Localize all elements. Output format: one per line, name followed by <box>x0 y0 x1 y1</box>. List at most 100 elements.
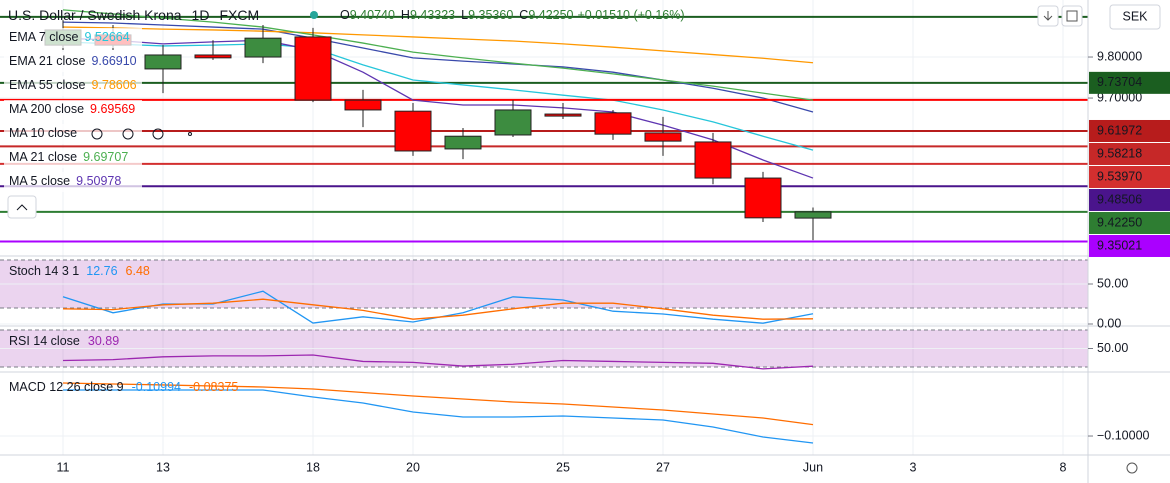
price-tag-label: 9.42250 <box>1097 215 1142 229</box>
ohlc-value: 9.43323 <box>410 8 455 22</box>
status-dot <box>310 11 318 19</box>
remove-icon <box>152 128 164 140</box>
candle-body <box>444 135 482 150</box>
ohlc-label: C <box>519 8 528 22</box>
x-tick-label: 18 <box>306 460 320 474</box>
exchange: FXCM <box>219 7 259 23</box>
legend-bg <box>4 76 142 96</box>
line <box>62 382 814 426</box>
x-tick-label: 8 <box>1060 460 1067 474</box>
fullscreen-icon <box>1066 10 1078 22</box>
legend-value: 9.69707 <box>83 150 128 164</box>
legend-value: 6.48 <box>126 264 150 278</box>
price-tag <box>1089 71 1170 94</box>
legend-name: MA 21 close <box>9 150 77 164</box>
price-tag <box>1089 188 1170 211</box>
legend-value: 9.52664 <box>84 30 129 44</box>
x-tick-label: 25 <box>556 460 570 474</box>
candle-body <box>594 112 632 135</box>
collapse-button[interactable] <box>7 195 37 219</box>
candle-body <box>144 54 182 70</box>
candle-body <box>294 36 332 101</box>
candle-body <box>344 99 382 111</box>
price-tag-label: 9.35021 <box>1097 238 1142 252</box>
symbol: U.S. Dollar / Swedish Krona <box>8 7 182 23</box>
ohlc-value: 9.40740 <box>350 8 395 22</box>
line <box>62 37 814 179</box>
price-tag-label: 9.73704 <box>1097 75 1142 89</box>
candle-body <box>194 54 232 59</box>
legend-value: 9.50978 <box>76 174 121 188</box>
price-tag <box>1089 211 1170 234</box>
x-tick-label: 3 <box>910 460 917 474</box>
legend-bg <box>4 148 142 168</box>
legend-name: EMA 55 close <box>9 78 85 92</box>
legend-bg <box>4 52 142 72</box>
line <box>62 9 814 101</box>
legend-entry: EMA 55 close 9.78606 <box>9 78 137 92</box>
fullscreen-button[interactable] <box>1061 5 1083 27</box>
ohlc-label: H <box>401 8 410 22</box>
candle-body <box>494 109 532 136</box>
line <box>62 354 814 370</box>
header: U.S. Dollar / Swedish Krona 1D FXCM <box>8 7 259 23</box>
currency: SEK <box>1122 9 1148 23</box>
ohlc-label: L <box>461 8 468 22</box>
line <box>62 298 814 320</box>
price-tag-label: 9.53970 <box>1097 169 1142 183</box>
line <box>63 389 814 444</box>
price-tag <box>1089 119 1170 142</box>
y-tick-label: 9.80000 <box>1097 49 1142 63</box>
x-tick-label: 11 <box>57 460 70 474</box>
legend-entry: MA 21 close 9.69707 <box>9 150 128 164</box>
legend-entry: MA 10 close <box>9 126 77 140</box>
x-tick-label: Jun <box>803 460 823 474</box>
price-tag <box>1089 234 1170 257</box>
legend-value: 9.69569 <box>90 102 135 116</box>
candle-body <box>794 211 832 219</box>
y-tick-label: 50.00 <box>1097 276 1128 290</box>
eye-icon <box>91 128 103 140</box>
legend-name: MA 10 close <box>9 126 77 140</box>
legend-value: 9.78606 <box>91 78 136 92</box>
pane-legend: RSI 14 close 30.89 <box>9 334 119 348</box>
legend-bg <box>4 100 142 120</box>
ohlc-label: O <box>340 8 350 22</box>
legend-value: 9.66910 <box>91 54 136 68</box>
settings-icon[interactable] <box>1126 462 1138 474</box>
candle-body <box>244 37 282 58</box>
legend-value: -0.10994 <box>132 380 181 394</box>
legend-value: -0.08375 <box>189 380 238 394</box>
legend-entry: EMA 7 close 9.52664 <box>9 30 130 44</box>
legend-entry: EMA 21 close 9.66910 <box>9 54 137 68</box>
legend-value: 30.89 <box>88 334 119 348</box>
pane-title: Stoch 14 3 1 <box>9 264 79 278</box>
y-tick-label: 0.00 <box>1097 316 1121 330</box>
interval: 1D <box>192 7 210 23</box>
legend-entry: MA 5 close 9.50978 <box>9 174 121 188</box>
ohlc-value: 9.42250 <box>528 8 573 22</box>
legend-value: 12.76 <box>86 264 117 278</box>
x-tick-label: 27 <box>656 460 670 474</box>
price-tag-label: 9.58218 <box>1097 146 1142 160</box>
collapse-icon <box>16 204 28 211</box>
price-tag-label: 9.61972 <box>1097 123 1142 137</box>
pane-legend: Stoch 14 3 1 12.76 6.48 <box>9 264 150 278</box>
legend-name: MA 200 close <box>9 102 84 116</box>
change: +0.01510 (+0.16%) <box>578 8 685 22</box>
y-tick-label: −0.10000 <box>1097 428 1150 442</box>
price-tag-label: 9.48506 <box>1097 192 1142 206</box>
legend-name: EMA 21 close <box>9 54 85 68</box>
price-tag <box>1089 165 1170 188</box>
ohlc-value: 9.35360 <box>468 8 513 22</box>
pane-legend: MACD 12 26 close 9 -0.10994 -0.08375 <box>9 380 238 394</box>
currency-button[interactable] <box>1109 4 1161 30</box>
gear-icon <box>122 128 134 140</box>
download-icon <box>1043 11 1053 21</box>
y-tick-label: 50.00 <box>1097 341 1128 355</box>
legend-entry: MA 200 close 9.69569 <box>9 102 135 116</box>
line <box>62 41 814 151</box>
